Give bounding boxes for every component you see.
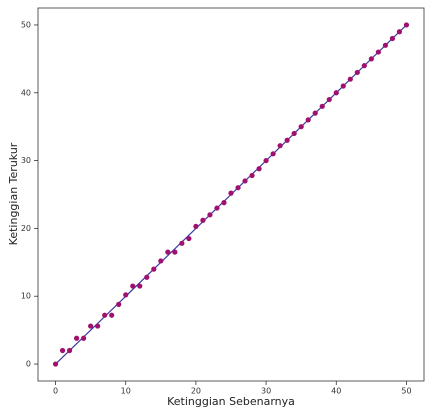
data-point xyxy=(109,312,115,318)
data-point xyxy=(81,335,87,341)
data-point xyxy=(319,103,325,109)
data-point xyxy=(312,110,318,116)
data-point xyxy=(305,117,311,123)
data-point xyxy=(284,137,290,143)
y-tick-label: 30 xyxy=(21,156,31,165)
data-point xyxy=(123,292,129,298)
data-point xyxy=(354,69,360,76)
data-point xyxy=(179,240,185,246)
y-axis-label: Ketinggian Terukur xyxy=(7,142,20,245)
data-point xyxy=(158,258,164,264)
data-point xyxy=(66,347,73,354)
data-point xyxy=(186,235,192,242)
data-point xyxy=(291,130,297,137)
data-point xyxy=(326,96,332,103)
data-point xyxy=(116,301,122,307)
y-tick-label: 10 xyxy=(21,292,31,301)
x-tick-label: 20 xyxy=(191,387,201,396)
data-point xyxy=(200,217,206,223)
data-point xyxy=(263,157,269,164)
data-point xyxy=(137,283,143,289)
data-point xyxy=(165,249,171,255)
plot-frame xyxy=(37,7,425,382)
data-point xyxy=(74,335,80,341)
data-point xyxy=(207,212,213,218)
data-point xyxy=(249,172,255,179)
data-point xyxy=(256,166,262,172)
data-point xyxy=(347,76,353,82)
data-point xyxy=(59,347,66,354)
data-point xyxy=(333,90,339,96)
data-point xyxy=(361,63,367,69)
data-point xyxy=(193,223,199,229)
x-axis-label: Ketinggian Sebenarnya xyxy=(167,395,295,408)
y-tick-label: 50 xyxy=(21,20,31,29)
data-point xyxy=(52,361,59,367)
data-point xyxy=(382,42,388,48)
x-tick-label: 40 xyxy=(331,387,341,396)
data-point xyxy=(228,190,234,196)
data-point xyxy=(298,124,304,130)
data-point xyxy=(396,29,403,35)
x-tick-label: 10 xyxy=(121,387,131,396)
data-point xyxy=(221,200,227,206)
data-point xyxy=(144,274,150,280)
data-point xyxy=(235,185,241,191)
x-tick-label: 0 xyxy=(53,387,58,396)
data-point xyxy=(151,266,157,272)
y-tick-label: 0 xyxy=(26,360,31,369)
data-point xyxy=(242,178,248,184)
data-point xyxy=(277,143,283,149)
data-point xyxy=(214,205,220,211)
data-point xyxy=(375,49,381,55)
y-tick-label: 20 xyxy=(21,224,31,233)
data-point xyxy=(270,151,276,157)
y-tick-label: 40 xyxy=(21,88,31,97)
data-point xyxy=(95,323,101,329)
data-point xyxy=(130,283,136,289)
data-point xyxy=(88,323,94,329)
data-point xyxy=(102,312,108,318)
data-point xyxy=(403,22,410,28)
data-point xyxy=(172,249,178,255)
data-point xyxy=(368,56,374,62)
x-tick-label: 50 xyxy=(401,387,411,396)
data-point xyxy=(389,35,396,42)
x-tick-label: 30 xyxy=(261,387,271,396)
data-point xyxy=(340,83,346,89)
